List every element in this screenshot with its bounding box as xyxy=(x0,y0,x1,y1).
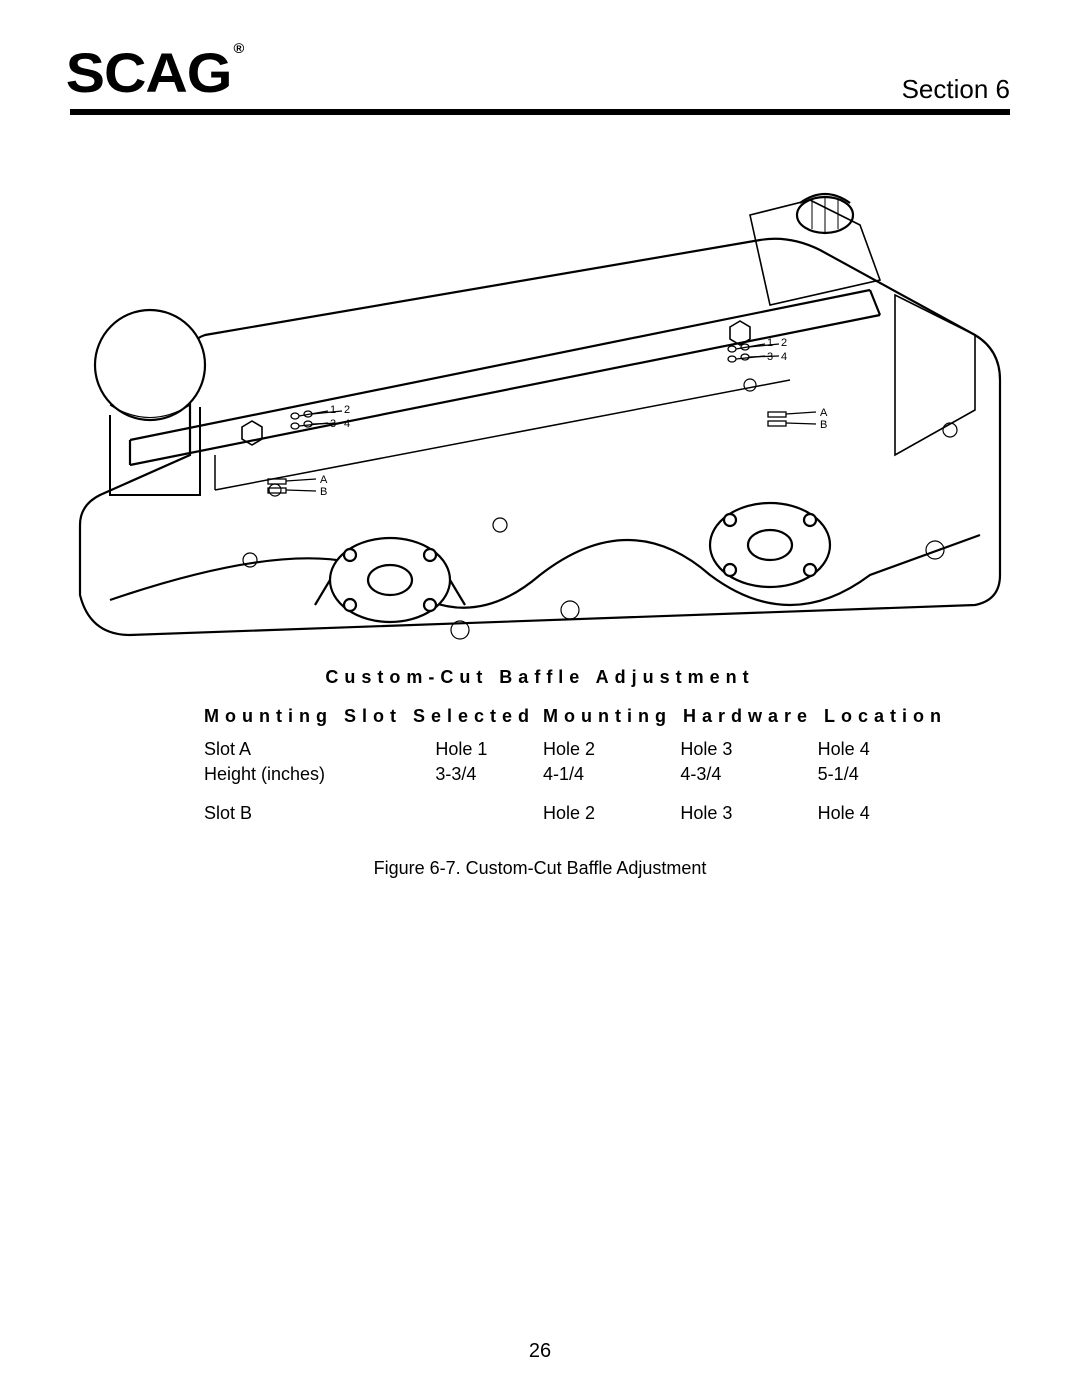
cell: Hole 1 xyxy=(431,737,539,762)
label-2: 2 xyxy=(344,404,350,416)
logo-text: SCAG xyxy=(66,41,232,104)
table-row: Slot B Hole 2 Hole 3 Hole 4 xyxy=(200,801,951,826)
cell: Height (inches) xyxy=(200,762,431,787)
label-4r: 4 xyxy=(781,351,787,363)
cell: Slot B xyxy=(200,801,431,826)
cell: Hole 2 xyxy=(539,737,676,762)
label-ar: A xyxy=(820,407,828,419)
label-b: B xyxy=(320,486,327,498)
cell: Hole 3 xyxy=(676,737,813,762)
cell: Slot A xyxy=(200,737,431,762)
brand-logo: SCAG® xyxy=(66,40,244,105)
cell: Hole 3 xyxy=(676,801,813,826)
cell xyxy=(431,801,539,826)
baffle-diagram: 1 2 3 4 A B 1 2 3 4 A B xyxy=(70,155,1010,645)
cell: 4-3/4 xyxy=(676,762,813,787)
cell: Hole 4 xyxy=(814,737,951,762)
table: Mounting Slot Selected Mounting Hardware… xyxy=(200,706,951,826)
label-1: 1 xyxy=(330,404,336,416)
page-number: 26 xyxy=(0,1340,1080,1363)
cell: 4-1/4 xyxy=(539,762,676,787)
header: SCAG® Section 6 xyxy=(70,40,1010,115)
cell: 5-1/4 xyxy=(814,762,951,787)
cell: Hole 4 xyxy=(814,801,951,826)
table-header-row: Mounting Slot Selected Mounting Hardware… xyxy=(200,706,951,737)
page: SCAG® Section 6 xyxy=(0,0,1080,1397)
section-label: Section 6 xyxy=(902,74,1010,105)
table-row xyxy=(200,787,951,801)
label-4: 4 xyxy=(344,418,350,430)
logo-registered: ® xyxy=(234,40,244,56)
adjustment-table: Custom-Cut Baffle Adjustment Mounting Sl… xyxy=(200,667,880,879)
label-2r: 2 xyxy=(781,337,787,349)
label-3: 3 xyxy=(330,418,336,430)
th-right: Mounting Hardware Location xyxy=(539,706,951,737)
label-3r: 3 xyxy=(767,351,773,363)
table-row: Slot A Hole 1 Hole 2 Hole 3 Hole 4 xyxy=(200,737,951,762)
figure-diagram: 1 2 3 4 A B 1 2 3 4 A B xyxy=(70,155,1010,645)
label-1r: 1 xyxy=(767,337,773,349)
cell: 3-3/4 xyxy=(431,762,539,787)
cell: Hole 2 xyxy=(539,801,676,826)
table-title: Custom-Cut Baffle Adjustment xyxy=(200,667,880,688)
figure-caption: Figure 6-7. Custom-Cut Baffle Adjustment xyxy=(200,858,880,879)
label-br: B xyxy=(820,419,827,431)
th-left: Mounting Slot Selected xyxy=(200,706,539,737)
table-row: Height (inches) 3-3/4 4-1/4 4-3/4 5-1/4 xyxy=(200,762,951,787)
label-a: A xyxy=(320,474,328,486)
